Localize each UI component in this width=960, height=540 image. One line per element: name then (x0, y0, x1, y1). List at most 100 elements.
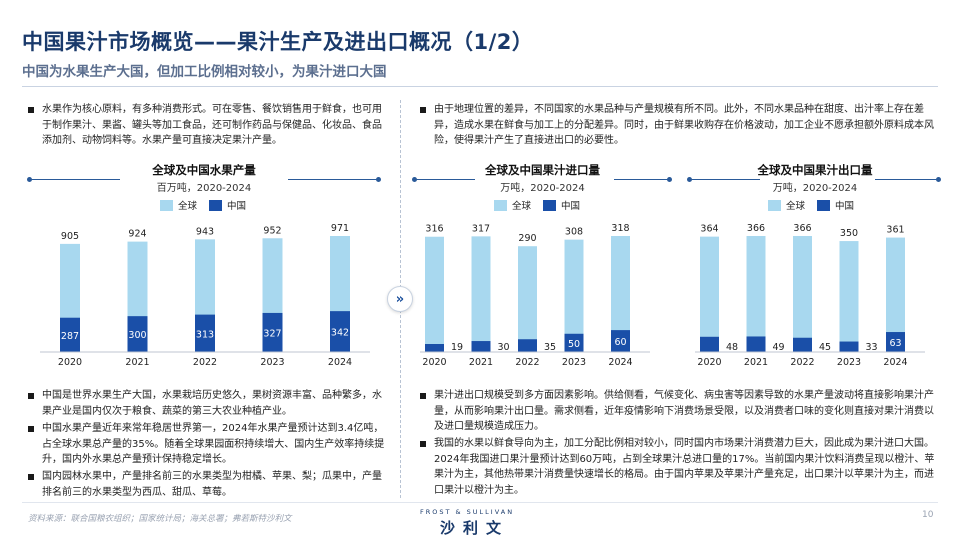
right-note-2-text: 我国的水果以鲜食导向为主，加工分配比例相对较小，同时国内市场果汁消费潜力巨大，因… (434, 438, 935, 496)
label-global: 971 (331, 223, 349, 234)
x-tick-label: 2022 (790, 357, 814, 368)
page-title: 中国果汁市场概览——果汁生产及进出口概况（1/2） (22, 30, 534, 54)
label-global: 366 (747, 223, 765, 234)
chart1-title: 全球及中国水果产量 (152, 163, 256, 177)
label-china: 63 (889, 338, 901, 349)
x-tick-label: 2020 (697, 357, 721, 368)
left-note-3: 国内园林水果中，产量排名前三的水果类型为柑橘、苹果、梨；瓜果中，产量排名前三的水… (28, 469, 390, 500)
page-subtitle: 中国为水果生产大国，但加工比例相对较小，为果汁进口大国 (22, 64, 387, 80)
bar-global (746, 236, 766, 352)
chart2-title: 全球及中国果汁进口量 (485, 163, 600, 177)
chart3-subtitle: 万吨，2020-2024 (772, 183, 858, 194)
x-tick-label: 2022 (193, 357, 217, 368)
label-global: 952 (263, 225, 281, 236)
deco-line (415, 179, 475, 180)
label-china: 60 (614, 337, 626, 348)
right-intro-text: 由于地理位置的差异，不同国家的水果品种与产量规模有所不同。此外，不同水果品种在甜… (434, 104, 934, 146)
legend-swatch-global (494, 199, 507, 211)
legend-label-global: 全球 (512, 201, 532, 212)
chart2-juice-import: 316 19 2020 317 30 2021 290 35 2022 308 50 2023 318 6… (420, 223, 650, 368)
legend-label-global: 全球 (178, 201, 198, 212)
label-china: 35 (544, 342, 556, 353)
page-number: 10 (922, 510, 934, 520)
footer-divider (22, 502, 938, 503)
label-china: 313 (196, 329, 214, 340)
left-note-1: 中国是世界水果生产大国，水果栽培历史悠久，果树资源丰富、品种繁多，水果产业是国内… (28, 388, 390, 419)
bar-china (262, 312, 283, 352)
right-note-1-text: 果汁进出口规模受到多方面因素影响。供给侧看，气候变化、病虫害等因素导致的水果产量… (434, 390, 934, 432)
bar-global (700, 236, 719, 352)
deco-dot (667, 177, 672, 182)
label-global: 943 (196, 226, 214, 237)
bar-global (793, 236, 812, 352)
label-global: 290 (518, 233, 536, 244)
legend-swatch-global (160, 199, 173, 211)
deco-dot (687, 177, 692, 182)
label-global: 361 (886, 225, 904, 236)
x-tick-label: 2021 (469, 357, 493, 368)
label-global: 350 (840, 228, 858, 239)
x-tick-label: 2023 (260, 357, 284, 368)
footer-brand-en: FROST & SULLIVAN (420, 508, 515, 516)
label-global: 318 (611, 223, 629, 234)
label-china: 49 (773, 342, 785, 353)
legend-label-china: 中国 (835, 201, 855, 212)
legend-label-china: 中国 (227, 201, 247, 212)
deco-dot (27, 177, 32, 182)
label-global: 924 (128, 229, 146, 240)
chart1-legend: 全球 中国 (160, 198, 246, 212)
x-tick-label: 2021 (744, 357, 768, 368)
chart2-subtitle: 万吨，2020-2024 (500, 183, 585, 194)
bar-china (518, 339, 537, 352)
legend-swatch-global (768, 199, 781, 211)
label-global: 317 (472, 223, 490, 234)
deco-line (690, 179, 760, 180)
label-china: 300 (128, 330, 146, 341)
bar-china (195, 314, 215, 352)
legend-label-global: 全球 (786, 201, 806, 212)
x-tick-label: 2024 (608, 357, 632, 368)
bar-china (425, 344, 444, 352)
header-divider (22, 86, 938, 87)
x-tick-label: 2020 (58, 357, 82, 368)
footer-source: 资料来源：联合国粮农组织；国家统计局；海关总署；弗若斯特沙利文 (28, 514, 292, 524)
deco-line (614, 179, 669, 180)
bar-china (60, 317, 80, 352)
deco-line (288, 179, 378, 180)
x-tick-label: 2022 (515, 357, 539, 368)
label-china: 48 (726, 342, 738, 353)
bar-china (886, 332, 905, 352)
bar-global (886, 237, 905, 352)
chart1-fruit-production: 905 287 2020 924 300 2021 943 313 2022 952 327 2023… (40, 223, 370, 368)
bar-china (330, 311, 350, 352)
x-tick-label: 2023 (837, 357, 861, 368)
label-china: 33 (866, 342, 878, 353)
chart3-juice-export: 364 48 2020 366 49 2021 366 45 2022 350 33 2023 361 6… (695, 223, 925, 368)
label-global: 905 (61, 231, 79, 242)
right-note-2: 我国的水果以鲜食导向为主，加工分配比例相对较小，同时国内市场果汁消费潜力巨大，因… (420, 436, 938, 498)
left-note-3-text: 国内园林水果中，产量排名前三的水果类型为柑橘、苹果、梨；瓜果中，产量排名前三的水… (42, 471, 382, 498)
bar-china (793, 337, 812, 352)
chart2-legend: 全球 中国 (494, 198, 580, 212)
left-note-2-text: 中国水果产量近年来常年稳居世界第一，2024年水果产量预计达到3.4亿吨，占全球… (42, 423, 385, 465)
deco-line (30, 179, 120, 180)
left-intro-bullet: 水果作为核心原料，有多种消费形式。可在零售、餐饮销售用于鲜食，也可用于制作果汁、… (28, 102, 388, 149)
label-global: 366 (793, 223, 811, 234)
chart3-title: 全球及中国果汁出口量 (757, 163, 873, 177)
label-china: 45 (819, 342, 831, 353)
label-china: 342 (331, 328, 349, 339)
left-note-2: 中国水果产量近年来常年稳居世界第一，2024年水果产量预计达到3.4亿吨，占全球… (28, 421, 390, 468)
legend-swatch-china (817, 199, 831, 211)
bar-global (611, 236, 630, 352)
label-global: 364 (700, 224, 718, 235)
x-tick-label: 2024 (328, 357, 352, 368)
left-note-1-text: 中国是世界水果生产大国，水果栽培历史悠久，果树资源丰富、品种繁多，水果产业是国内… (42, 390, 382, 417)
bar-china (471, 341, 491, 352)
deco-dot (412, 177, 417, 182)
chart3-legend: 全球 中国 (768, 198, 854, 212)
label-china: 30 (498, 342, 510, 353)
bar-global (839, 241, 859, 352)
bar-global (425, 236, 444, 352)
next-arrow-icon[interactable]: » (387, 286, 413, 312)
bar-china (564, 333, 584, 352)
